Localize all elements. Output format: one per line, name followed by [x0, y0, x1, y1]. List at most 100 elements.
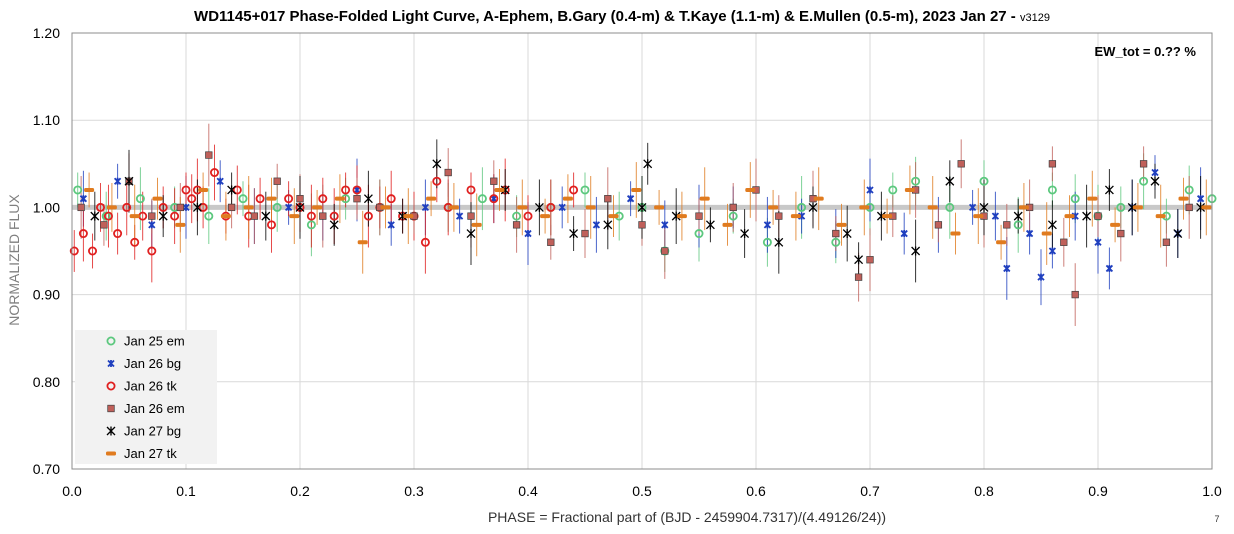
data-point	[774, 237, 784, 247]
data-point	[740, 229, 750, 239]
data-point	[432, 159, 442, 169]
data-point	[176, 203, 184, 212]
data-point	[192, 202, 202, 212]
data-point	[420, 237, 430, 247]
data-point	[1064, 214, 1075, 219]
data-point	[934, 221, 943, 229]
data-point	[1116, 202, 1126, 212]
data-point	[204, 211, 214, 221]
data-point	[979, 176, 989, 186]
data-point	[945, 176, 955, 186]
data-point	[306, 211, 316, 221]
data-point	[130, 237, 140, 247]
data-point	[318, 194, 328, 204]
data-point	[103, 211, 113, 221]
legend-marker	[107, 359, 115, 368]
data-point	[1087, 196, 1098, 201]
data-point	[1184, 185, 1194, 195]
data-point	[631, 187, 642, 192]
data-point	[1047, 185, 1057, 195]
data-point	[722, 222, 733, 227]
y-tick-label: 0.80	[33, 374, 60, 390]
data-point	[512, 221, 521, 229]
data-point	[334, 196, 345, 201]
data-point	[517, 205, 528, 210]
data-point	[671, 211, 681, 221]
legend-marker	[106, 451, 116, 456]
data-point	[352, 185, 362, 195]
legend-label: Jan 26 bg	[124, 356, 181, 371]
data-point	[421, 203, 430, 212]
data-point	[1104, 185, 1114, 195]
data-point	[1117, 229, 1125, 238]
data-point	[728, 211, 738, 221]
data-point	[88, 246, 98, 256]
data-point	[763, 221, 772, 229]
data-point	[1105, 264, 1114, 273]
data-point	[1071, 290, 1079, 299]
data-point	[84, 187, 95, 192]
data-point	[979, 202, 989, 212]
data-point	[77, 203, 85, 212]
data-point	[466, 185, 476, 195]
data-point	[444, 168, 452, 177]
data-point	[729, 203, 737, 212]
legend-label: Jan 26 tk	[124, 379, 177, 394]
data-point	[250, 212, 259, 220]
data-point	[152, 196, 163, 201]
corner-note: 7	[1214, 514, 1219, 524]
data-point	[232, 185, 242, 195]
data-point	[1201, 205, 1212, 210]
data-point	[353, 195, 361, 203]
data-point	[158, 202, 168, 212]
plot-area-frame	[71, 32, 1213, 470]
data-point	[676, 214, 687, 219]
data-point	[1013, 211, 1023, 221]
data-point	[261, 211, 271, 221]
data-point	[1071, 212, 1079, 220]
data-point	[426, 196, 437, 201]
data-point	[386, 194, 396, 204]
data-point	[1185, 203, 1193, 212]
data-point	[661, 221, 669, 229]
data-point	[569, 229, 579, 239]
data-point	[768, 205, 779, 210]
data-point	[329, 220, 339, 230]
data-markers	[69, 151, 1217, 299]
data-point	[1155, 214, 1166, 219]
data-point	[581, 229, 589, 238]
data-point	[295, 202, 305, 212]
data-point	[546, 202, 556, 212]
data-point	[957, 160, 965, 168]
data-point	[950, 231, 961, 236]
data-point	[900, 229, 908, 238]
legend-box	[75, 330, 217, 464]
x-tick-label: 0.5	[632, 483, 652, 499]
data-point	[432, 176, 442, 186]
data-point	[73, 185, 83, 195]
data-point	[209, 168, 219, 178]
data-point	[1150, 176, 1160, 186]
x-tick-label: 0.4	[518, 483, 538, 499]
data-point	[79, 195, 88, 203]
data-point	[471, 222, 482, 227]
data-point	[198, 202, 208, 212]
data-point	[243, 205, 254, 210]
data-point	[1060, 238, 1068, 246]
y-tick-label: 1.20	[33, 25, 60, 41]
data-point	[695, 212, 703, 220]
data-point	[854, 255, 864, 265]
data-point	[547, 238, 555, 246]
data-point	[363, 194, 373, 204]
data-point	[1110, 222, 1121, 227]
data-point	[1025, 229, 1034, 238]
data-point	[797, 212, 806, 220]
legend-label: Jan 27 bg	[124, 424, 181, 439]
data-point	[227, 203, 236, 212]
data-point	[654, 205, 665, 210]
data-point	[319, 212, 327, 220]
data-point	[1139, 176, 1149, 186]
data-point	[842, 229, 852, 239]
data-point	[205, 151, 213, 159]
data-point	[585, 205, 596, 210]
